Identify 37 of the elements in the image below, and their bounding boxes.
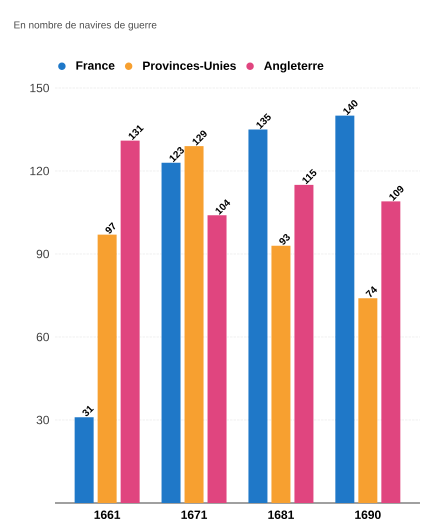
legend-label: Angleterre [264, 61, 324, 72]
data-label: 123 [170, 147, 184, 162]
bar [98, 234, 117, 503]
y-tick-label: 120 [30, 166, 49, 176]
data-label: 93 [279, 234, 290, 245]
y-tick-label: 60 [36, 332, 49, 342]
bar [294, 184, 314, 503]
chart-subtitle: En nombre de navires de guerre [14, 21, 156, 30]
bar [248, 130, 268, 503]
bar [162, 162, 181, 503]
y-tick-label: 90 [36, 250, 49, 258]
data-label: 131 [128, 125, 144, 140]
bar [208, 215, 227, 503]
data-label: 104 [216, 199, 230, 215]
x-tick-label: 1661 [94, 510, 120, 520]
y-tick-label: 30 [36, 416, 49, 424]
bar [271, 246, 290, 503]
bar [381, 201, 400, 503]
data-label: 115 [302, 168, 316, 184]
data-label: 140 [343, 100, 358, 116]
x-tick-label: 1671 [181, 510, 208, 520]
data-label: 74 [365, 286, 378, 298]
bar [358, 298, 378, 503]
bar [74, 417, 94, 503]
bar [120, 140, 140, 503]
x-tick-label: 1681 [268, 510, 294, 520]
data-label: 31 [82, 406, 94, 416]
x-tick-label: 1690 [355, 510, 381, 520]
data-label: 135 [256, 113, 271, 129]
data-label: 109 [389, 186, 404, 201]
bar [335, 116, 354, 503]
y-tick-label: 150 [30, 84, 49, 92]
data-label: 129 [192, 130, 207, 146]
data-label: 97 [105, 222, 116, 234]
legend-label: Provinces-Unies [143, 61, 236, 70]
bar [184, 146, 204, 503]
legend-label: France [76, 61, 115, 70]
